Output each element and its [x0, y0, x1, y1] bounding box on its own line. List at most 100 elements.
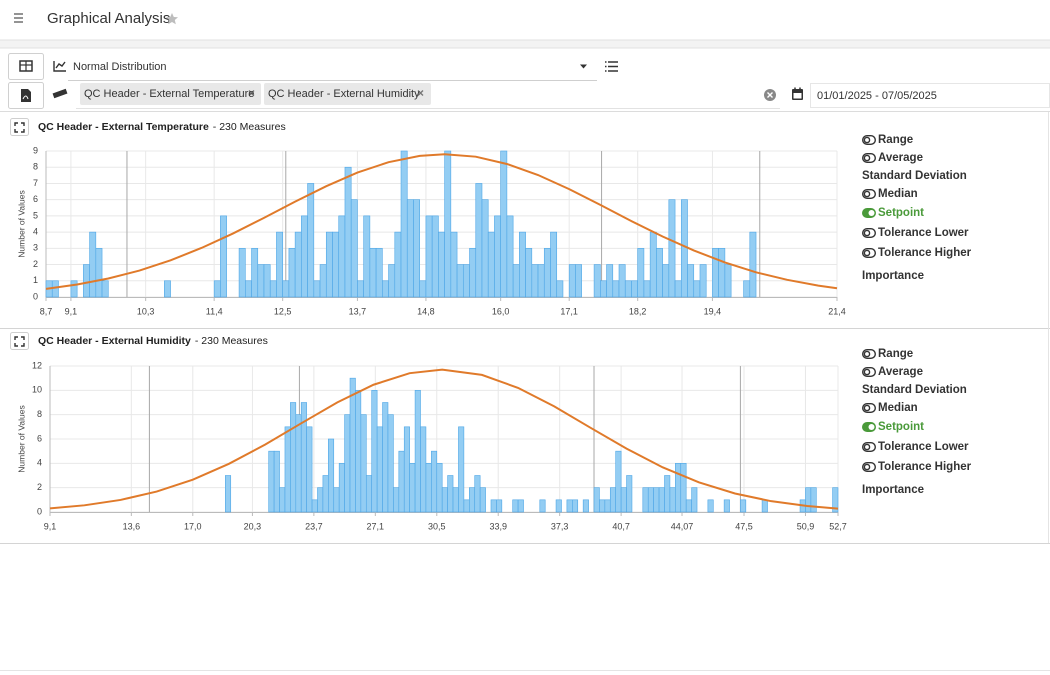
x-tick-label: 40,7 [612, 521, 630, 531]
histogram-bar [555, 499, 562, 513]
filter-tag[interactable] [264, 83, 431, 105]
fullscreen-button[interactable] [10, 118, 29, 136]
histogram-bar [398, 450, 405, 513]
fullscreen-icon [14, 336, 25, 347]
histogram-bar [257, 264, 265, 298]
chart-type-icon [53, 61, 66, 72]
histogram-bar [338, 463, 345, 513]
histogram-bar [273, 450, 280, 513]
histogram-bar [761, 499, 768, 513]
x-tick-label: 12,5 [274, 306, 292, 316]
legend-toggle[interactable] [862, 247, 877, 258]
histogram-bar [300, 402, 307, 513]
header-gap [0, 40, 1050, 48]
menu-button[interactable] [14, 13, 23, 23]
filter-tag[interactable] [80, 83, 261, 105]
histogram-bar [458, 426, 465, 513]
legend-toggle[interactable] [862, 367, 877, 378]
histogram-bar [566, 499, 573, 513]
legend-toggle[interactable] [862, 134, 877, 145]
histogram-bar [409, 463, 416, 513]
legend-label: Tolerance Higher [878, 247, 972, 259]
y-tick-label: 2 [37, 482, 42, 492]
histogram-bar [618, 264, 626, 298]
histogram-bar [687, 264, 695, 298]
histogram-bar [519, 231, 526, 298]
legend-label: Standard Deviation [862, 170, 967, 182]
toggle-knob [863, 368, 871, 376]
histogram-bar [512, 499, 519, 513]
clear-button[interactable] [764, 89, 776, 101]
legend-toggle[interactable] [862, 422, 876, 432]
page-title: Graphical Analysis [47, 10, 170, 27]
histogram-bar [431, 215, 439, 298]
histogram-bar [500, 150, 508, 298]
histogram-bar [487, 231, 495, 298]
histogram-bar [406, 199, 414, 298]
date-range-input[interactable]: 01/01/2025 - 07/05/2025 [810, 83, 1050, 108]
histogram-bar [462, 264, 470, 298]
histogram-bar [325, 231, 333, 298]
histogram-bar [805, 487, 812, 513]
table-view-button[interactable] [8, 53, 44, 80]
list-button[interactable] [605, 61, 618, 72]
histogram-bar [447, 475, 454, 513]
pdf-button[interactable] [8, 82, 44, 109]
histogram-bar [624, 280, 632, 298]
legend-toggle[interactable] [862, 462, 877, 473]
histogram-bar [675, 463, 682, 513]
histogram-bar [268, 450, 275, 513]
legend-label: Range [878, 134, 913, 146]
histogram-bar [556, 280, 564, 298]
histogram-bar [685, 499, 692, 513]
legend-toggle[interactable] [862, 208, 876, 218]
histogram-bar [403, 426, 410, 513]
histogram-bar [83, 264, 90, 298]
histogram-bar [539, 499, 546, 513]
histogram-bar [456, 264, 464, 298]
histogram-bar [319, 264, 327, 298]
histogram-bar [517, 499, 524, 513]
chart-type-select[interactable]: Normal Distribution [68, 61, 597, 81]
chart-subtitle: - 230 Measures [195, 335, 268, 347]
legend-toggle[interactable] [862, 349, 877, 360]
legend-toggle[interactable] [862, 403, 877, 414]
histogram-bar [349, 377, 356, 513]
histogram-bar [288, 248, 296, 298]
legend-toggle[interactable] [862, 152, 877, 163]
histogram-bar [357, 280, 364, 298]
legend-label: Importance [862, 484, 924, 496]
histogram-bar [643, 280, 651, 298]
toggle-knob [868, 210, 875, 216]
histogram-bar [724, 264, 732, 298]
fullscreen-button[interactable] [10, 332, 29, 350]
histogram-bar [419, 280, 427, 298]
histogram-bar [512, 264, 520, 298]
favorite-star[interactable] [166, 13, 178, 25]
histogram-bar [718, 248, 726, 298]
histogram-bar [438, 231, 445, 298]
histogram-bar [290, 402, 297, 513]
legend-label: Median [878, 402, 918, 414]
histogram-bar [355, 390, 362, 513]
histogram-bar [647, 487, 654, 513]
histogram-bar [344, 414, 351, 513]
y-tick-label: 6 [37, 433, 42, 443]
histogram-bar [749, 231, 757, 298]
legend-toggle[interactable] [862, 227, 877, 238]
ruler-icon [52, 88, 68, 99]
histogram-bar [322, 475, 329, 513]
legend-toggle[interactable] [862, 442, 877, 453]
x-tick-label: 52,7 [829, 521, 847, 531]
histogram-bar [723, 499, 730, 513]
histogram-bar [743, 280, 751, 298]
x-tick-label: 9,1 [65, 306, 78, 316]
histogram-bar [375, 248, 383, 298]
histogram-bar [469, 248, 477, 298]
histogram-bar [376, 426, 383, 513]
legend-toggle[interactable] [862, 188, 877, 199]
histogram-bar [393, 487, 400, 513]
histogram-bar [474, 475, 481, 513]
histogram-bar [664, 475, 671, 513]
histogram-bar [369, 248, 377, 298]
